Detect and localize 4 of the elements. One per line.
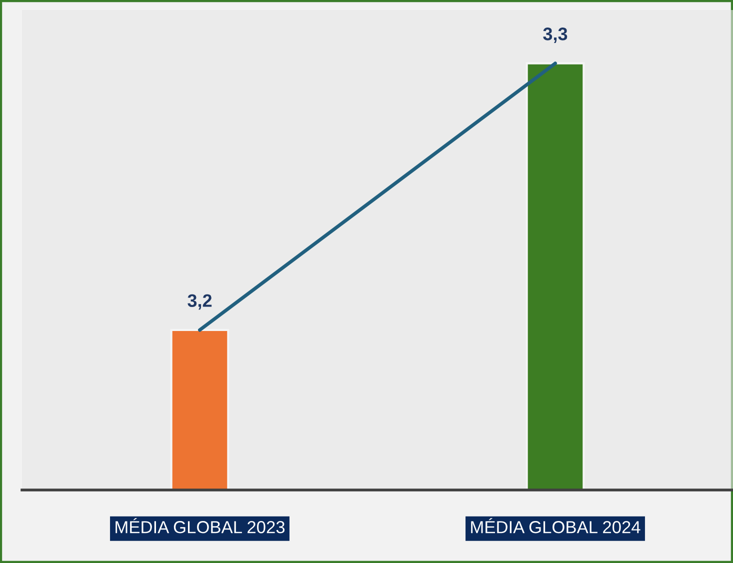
data-label: 3,3 <box>543 28 568 43</box>
data-label: 3,2 <box>188 294 212 310</box>
x-tick-label: MÉDIA GLOBAL 2024 <box>471 518 640 534</box>
x-tick-label: MÉDIA GLOBAL 2023 <box>116 518 285 534</box>
